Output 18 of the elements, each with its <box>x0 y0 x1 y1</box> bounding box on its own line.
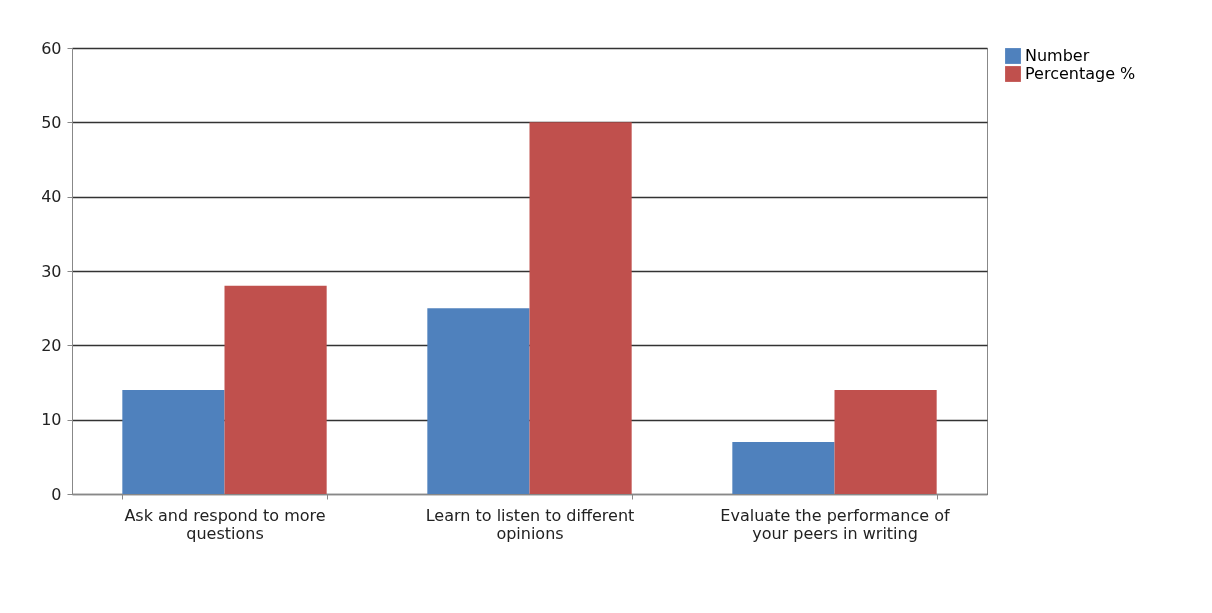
y-tick-label: 60 <box>41 38 62 58</box>
y-tick-label: 40 <box>41 187 62 207</box>
bar <box>529 122 632 494</box>
bar <box>122 389 225 494</box>
y-tick-label: 50 <box>41 112 62 132</box>
x-tick-label: Evaluate the performance of your peers in writing <box>720 505 951 543</box>
y-tick-label: 30 <box>41 261 62 281</box>
bar <box>834 389 937 494</box>
bar <box>224 285 327 494</box>
y-tick-label: 0 <box>51 484 62 504</box>
legend-label: Number <box>1025 46 1090 65</box>
legend-label: Percentage % <box>1025 64 1136 83</box>
y-tick-label: 10 <box>41 410 62 430</box>
y-tick-label: 20 <box>41 335 62 355</box>
bar <box>732 441 835 494</box>
x-tick-label: Learn to listen to different opinions <box>425 505 635 543</box>
x-tick-label: Ask and respond to more questions <box>124 505 326 543</box>
bar <box>427 308 530 494</box>
